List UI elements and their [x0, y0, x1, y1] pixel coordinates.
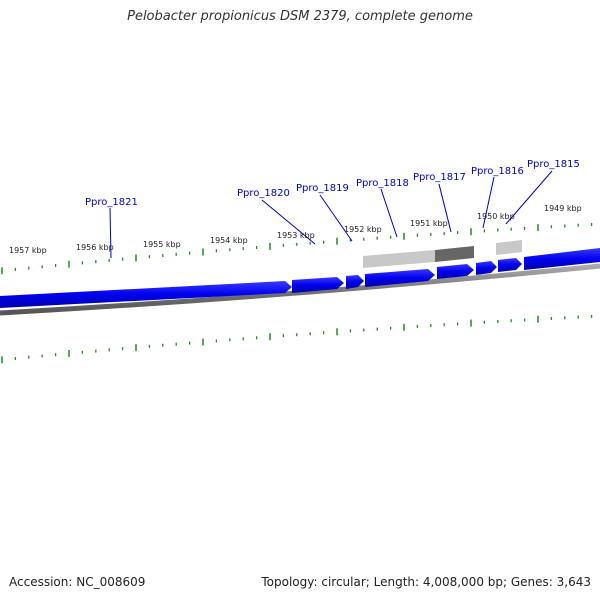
gene-arrow [0, 281, 292, 308]
leader-line [482, 176, 495, 229]
gene-arrow [524, 248, 600, 270]
gene-arrow [498, 258, 522, 272]
inner-tick-row [1, 314, 593, 364]
genome-backbone [0, 263, 600, 316]
gene-label-ppro-1821[interactable]: Ppro_1821 [85, 197, 138, 208]
kbp-scale: 1957 kbp 1956 kbp 1955 kbp 1954 kbp 1953… [9, 204, 582, 255]
feature-blocks [363, 240, 522, 268]
gene-arrow [476, 261, 497, 275]
kbp-label: 1954 kbp [210, 236, 248, 245]
gene-arrow [292, 277, 344, 293]
gene-labels: Ppro_1821 Ppro_1820 Ppro_1819 Ppro_1818 … [85, 159, 580, 208]
gene-leaders [109, 170, 553, 259]
gene-label-ppro-1820[interactable]: Ppro_1820 [237, 188, 290, 199]
feature-light-block [363, 250, 435, 268]
gene-label-ppro-1818[interactable]: Ppro_1818 [356, 178, 409, 189]
gene-label-ppro-1815[interactable]: Ppro_1815 [527, 159, 580, 170]
accession-text: Accession: NC_008609 [9, 575, 146, 589]
leader-line [109, 207, 112, 259]
kbp-label: 1950 kbp [477, 212, 515, 221]
kbp-label: 1949 kbp [544, 204, 582, 213]
kbp-label: 1953 kbp [277, 231, 315, 240]
kbp-label: 1955 kbp [143, 240, 181, 249]
leader-line [380, 188, 398, 238]
map-title: Pelobacter propionicus DSM 2379, complet… [127, 9, 473, 24]
gene-label-ppro-1816[interactable]: Ppro_1816 [471, 166, 524, 177]
gene-label-ppro-1819[interactable]: Ppro_1819 [296, 183, 349, 194]
gene-strand [0, 248, 600, 308]
feature-light-block-small [496, 240, 522, 255]
leader-line [438, 183, 452, 233]
leader-line [505, 170, 553, 225]
kbp-label: 1951 kbp [410, 219, 448, 228]
gene-arrow [346, 275, 364, 289]
kbp-label: 1952 kbp [344, 225, 382, 234]
gene-arrow [437, 264, 474, 279]
leader-line [261, 199, 316, 245]
gene-arrow [365, 269, 435, 287]
kbp-label: 1957 kbp [9, 246, 47, 255]
kbp-label: 1956 kbp [76, 243, 114, 252]
feature-dark-block [435, 246, 474, 262]
leader-line [319, 194, 353, 242]
outer-tick-row [1, 223, 593, 275]
gene-label-ppro-1817[interactable]: Ppro_1817 [413, 172, 466, 183]
genome-summary-text: Topology: circular; Length: 4,008,000 bp… [261, 575, 591, 589]
